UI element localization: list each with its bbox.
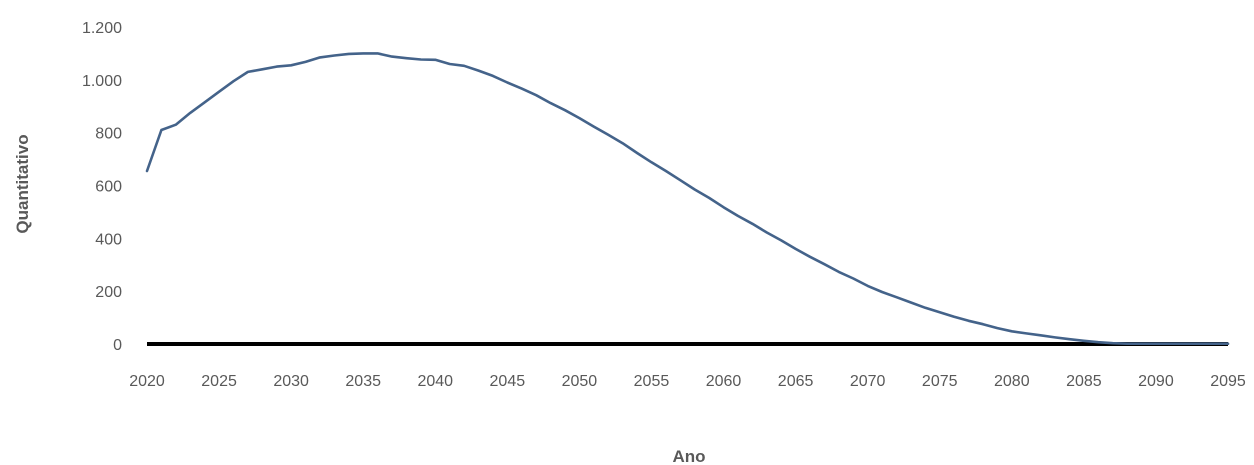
x-tick-label: 2035: [345, 373, 381, 390]
series-line: [145, 52, 1230, 345]
x-tick-label: 2070: [850, 373, 886, 390]
x-tick-label: 2090: [1138, 373, 1174, 390]
x-tick-label: 2085: [1066, 373, 1102, 390]
x-axis-tick-labels: 2020 2025 2030 2035 2040 2045 2050 2055 2060 2065…: [129, 373, 1246, 390]
x-tick-label: 2060: [706, 373, 742, 390]
y-tick-label: 400: [95, 231, 122, 248]
x-tick-label: 2075: [922, 373, 958, 390]
y-tick-label: 200: [95, 284, 122, 301]
x-tick-label: 2095: [1210, 373, 1246, 390]
x-tick-label: 2025: [201, 373, 237, 390]
x-tick-label: 2045: [490, 373, 526, 390]
x-tick-label: 2055: [634, 373, 670, 390]
y-tick-label: 1.000: [82, 73, 122, 90]
y-axis-tick-labels: 0 200 400 600 800 1.000 1.200: [82, 20, 122, 354]
x-tick-label: 2050: [562, 373, 598, 390]
x-tick-label: 2040: [417, 373, 453, 390]
y-tick-label: 0: [113, 337, 122, 354]
y-tick-label: 1.200: [82, 20, 122, 37]
y-axis-title: Quantitativo: [13, 134, 32, 233]
y-tick-label: 800: [95, 126, 122, 143]
x-tick-label: 2065: [778, 373, 814, 390]
x-tick-label: 2030: [273, 373, 309, 390]
x-axis-title: Ano: [672, 447, 705, 465]
x-tick-label: 2020: [129, 373, 165, 390]
y-tick-label: 600: [95, 179, 122, 196]
x-tick-label: 2080: [994, 373, 1030, 390]
